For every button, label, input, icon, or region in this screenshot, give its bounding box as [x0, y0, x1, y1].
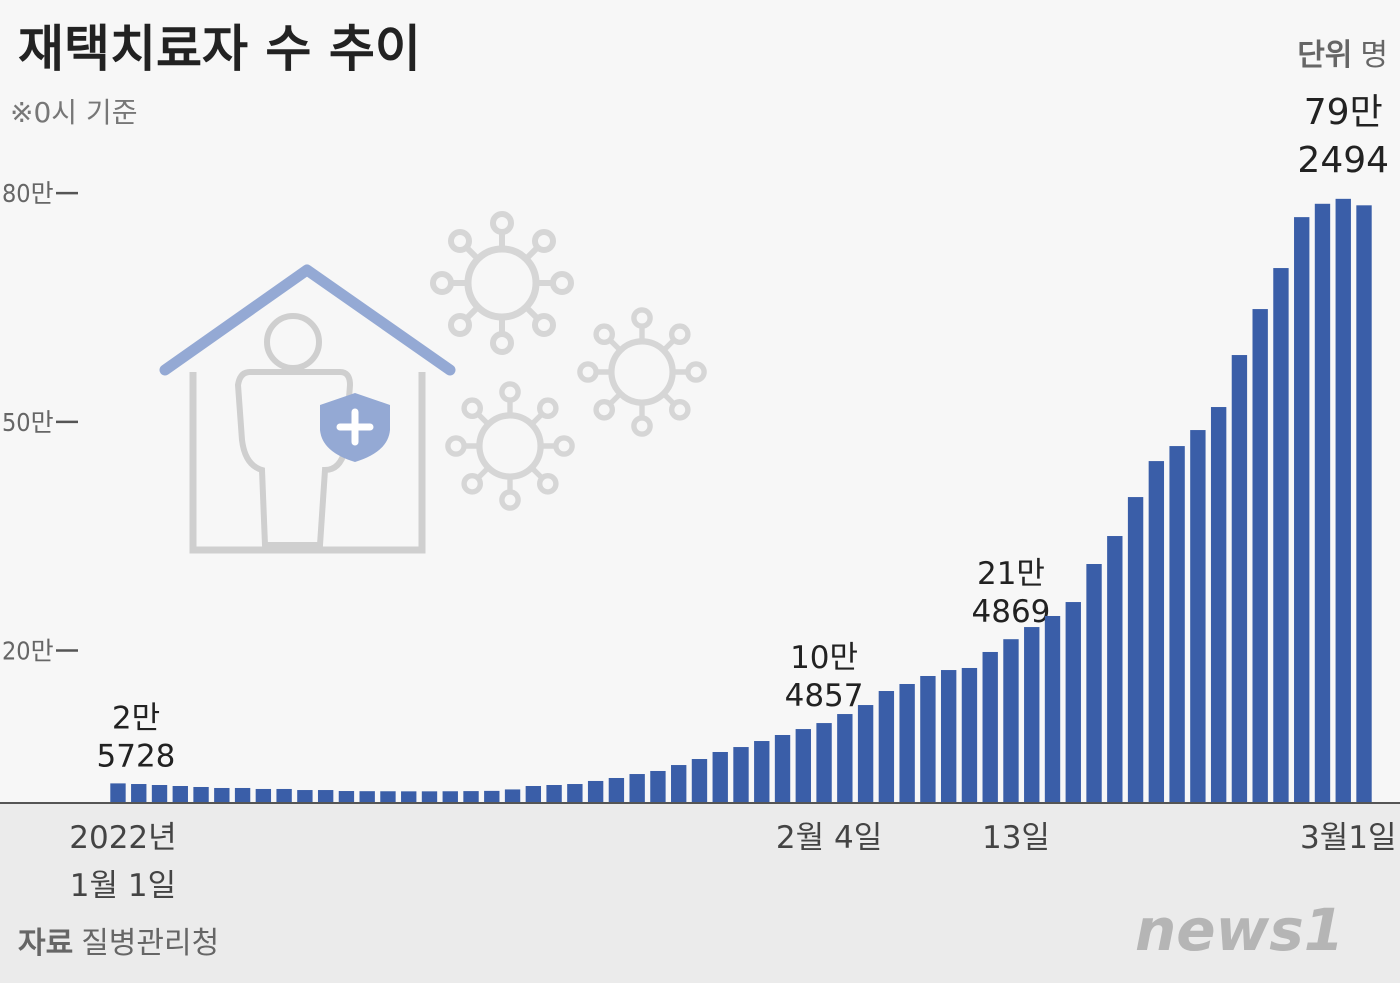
bar [1356, 205, 1372, 803]
bar [338, 791, 355, 803]
chart-subtitle: ※0시 기준 [10, 96, 137, 129]
bar [172, 785, 188, 803]
bar [276, 788, 292, 803]
source: 질병관리청 [81, 926, 219, 961]
data-label: 2만 5728 [97, 700, 176, 774]
chart-title: 재택치료자 수 추이 [18, 20, 421, 78]
bar [1148, 461, 1165, 803]
bar [1231, 355, 1248, 803]
bar [1065, 602, 1081, 803]
x-tick-label: 3월1일 [1300, 820, 1397, 856]
bar [920, 675, 936, 803]
bar [463, 791, 479, 803]
bar [401, 791, 417, 803]
bar [774, 734, 791, 803]
logo: news1 [1135, 896, 1344, 964]
bar [1335, 198, 1351, 804]
bar [650, 770, 666, 803]
bar [1169, 446, 1185, 803]
bar [131, 784, 147, 803]
bar [546, 785, 562, 803]
bar [940, 670, 957, 803]
x-tick-label: 2022년 1월 1일 [69, 820, 176, 904]
bar [816, 723, 832, 803]
bar [1024, 627, 1040, 803]
bar [380, 791, 396, 803]
bar [691, 759, 708, 803]
bar [421, 791, 438, 803]
bar [567, 784, 583, 803]
unit-label: 단위 [1297, 38, 1352, 73]
bar [193, 786, 209, 803]
bar [629, 774, 645, 803]
bar [151, 785, 168, 803]
y-tick-label: 80만 [2, 179, 54, 208]
source-label: 자료 [18, 926, 73, 961]
bar [214, 787, 230, 803]
bar [671, 765, 687, 803]
x-tick-label: 2월 4일 [776, 820, 882, 856]
bar [442, 791, 458, 803]
bar [504, 789, 521, 803]
illustration [159, 214, 704, 554]
axis-band [0, 803, 1400, 983]
bar [961, 667, 978, 803]
unit: 명 [1360, 38, 1388, 73]
data-label: 10만 4857 [785, 640, 864, 714]
bar [1003, 639, 1019, 803]
bar [255, 788, 272, 803]
bar [1294, 217, 1310, 803]
source-note: 자료 질병관리청 [18, 926, 219, 961]
bar [608, 777, 625, 803]
data-label: 79만 2494 [1297, 92, 1389, 181]
bar [1127, 497, 1144, 803]
y-tick-label: 20만 [2, 637, 54, 666]
x-tick-label: 13일 [982, 820, 1050, 856]
bar [712, 751, 728, 803]
bar [1210, 407, 1227, 803]
unit-note: 단위 명 [1297, 38, 1388, 73]
bar [359, 791, 375, 803]
bar [733, 747, 749, 803]
bar [754, 741, 770, 803]
bar [1252, 309, 1268, 803]
bar [1190, 430, 1206, 803]
data-label: 21만 4869 [972, 556, 1051, 630]
bar [795, 729, 811, 803]
bar [484, 790, 500, 803]
bar [982, 651, 998, 803]
bar [1314, 203, 1331, 803]
bar [878, 691, 895, 803]
bar [899, 683, 915, 803]
bar [1044, 615, 1061, 803]
bar [234, 787, 251, 803]
bar [317, 790, 334, 803]
bar [837, 714, 853, 803]
bar [525, 785, 542, 803]
bar [297, 790, 313, 803]
y-tick-label: 50만 [2, 408, 54, 437]
bar [857, 705, 874, 803]
bar [1273, 268, 1289, 803]
bar [110, 783, 126, 803]
bar [1086, 564, 1102, 803]
bar [587, 780, 604, 803]
bar [1107, 536, 1123, 803]
